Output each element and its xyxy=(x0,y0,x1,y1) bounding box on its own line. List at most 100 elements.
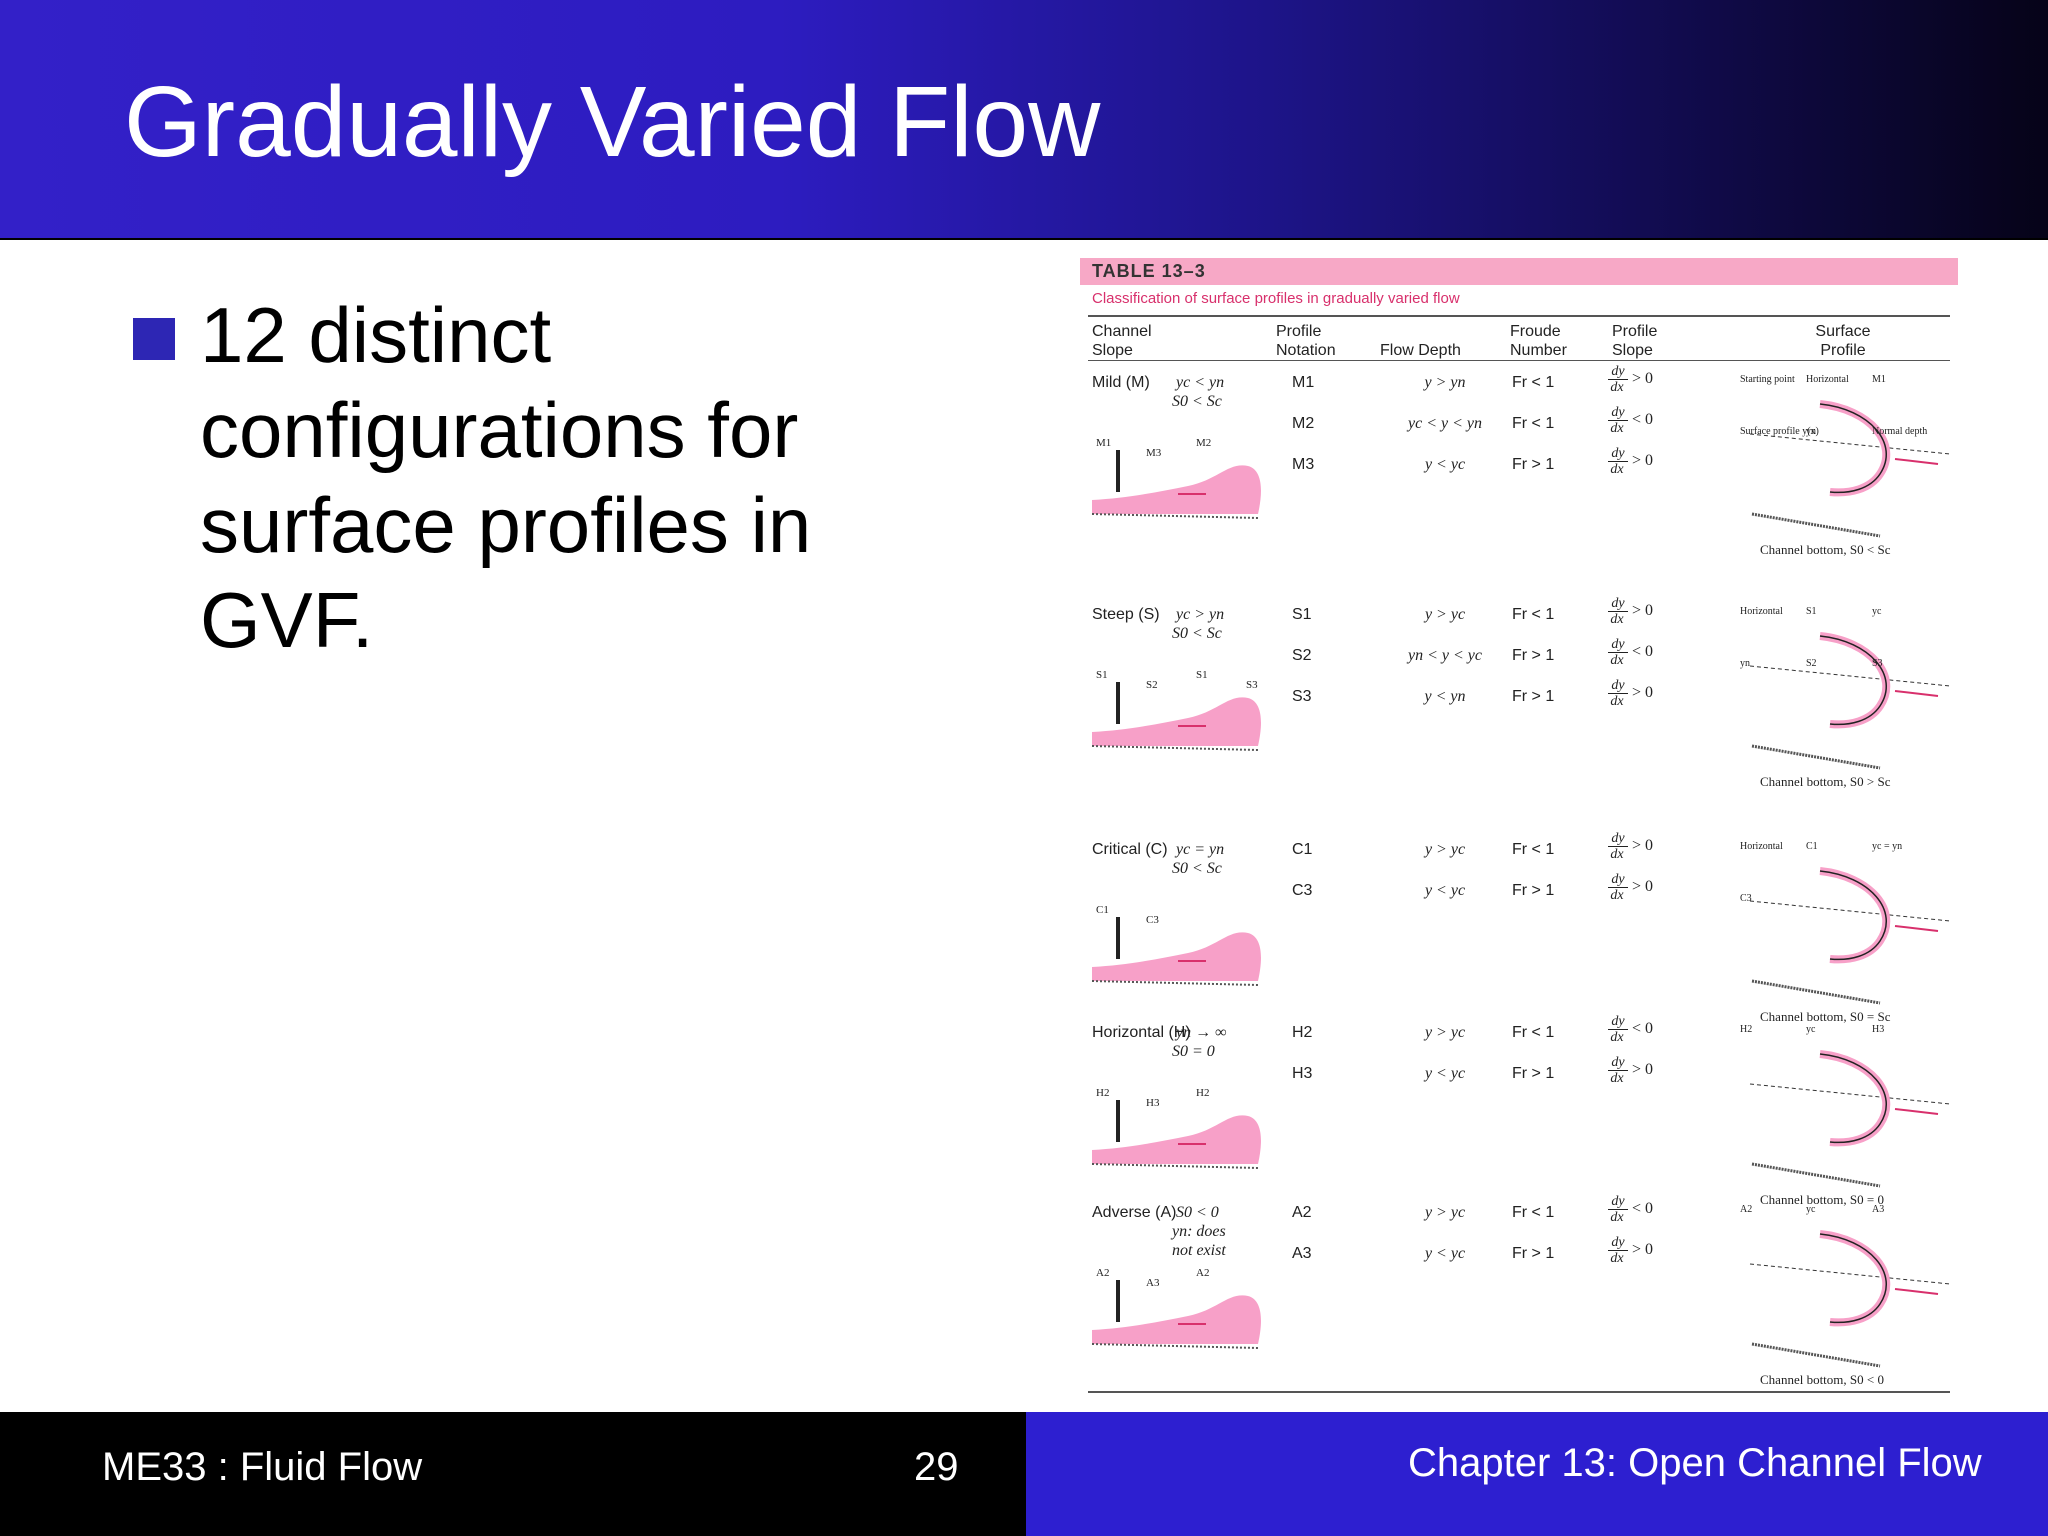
pink-flow-shape xyxy=(1092,694,1261,746)
profile-label: yc xyxy=(1806,1204,1816,1215)
flow-depth: y < yc xyxy=(1424,882,1466,899)
profile-label: yn xyxy=(1806,426,1816,437)
flow-depth: y < yc xyxy=(1424,456,1466,473)
froude-number: Fr < 1 xyxy=(1512,1204,1555,1221)
profile-notation: S2 xyxy=(1292,647,1312,664)
header-profile-notation: Profile Notation xyxy=(1276,323,1336,359)
flow-depth: y > yc xyxy=(1424,1204,1466,1221)
group-condition: S0 < Sc xyxy=(1172,393,1222,410)
channel-bottom xyxy=(1751,512,1881,538)
profile-label: Horizontal xyxy=(1740,606,1783,617)
slope-relation: < 0 xyxy=(1632,1020,1654,1037)
profile-slope: dy dx > 0 xyxy=(1608,1235,1668,1266)
slope-numerator: dy xyxy=(1608,596,1628,612)
header-froude-number: Froude Number xyxy=(1510,323,1567,359)
profile-slope: dy dx > 0 xyxy=(1608,872,1668,903)
header-surface-profile: Surface Profile xyxy=(1815,323,1871,359)
froude-number: Fr < 1 xyxy=(1512,1024,1555,1041)
slope-relation: > 0 xyxy=(1632,1241,1654,1258)
channel-sketch: H2 H3 H2 xyxy=(1091,1087,1261,1169)
profile-slope: dy dx < 0 xyxy=(1608,1194,1668,1225)
slope-relation: > 0 xyxy=(1632,452,1654,469)
bullet-square-icon xyxy=(133,318,175,360)
sketch-label: S1 xyxy=(1196,669,1208,681)
sketch-label: H2 xyxy=(1196,1087,1209,1099)
profile-label: C1 xyxy=(1806,841,1818,852)
header-channel-slope: Channel Slope xyxy=(1092,323,1152,359)
froude-number: Fr < 1 xyxy=(1512,415,1555,432)
sketch-label: A3 xyxy=(1146,1277,1160,1289)
table-bottom-rule xyxy=(1088,1391,1950,1393)
slope-numerator: dy xyxy=(1608,678,1628,694)
profile-slope: dy dx < 0 xyxy=(1608,1014,1668,1045)
slope-numerator: dy xyxy=(1608,1014,1628,1030)
slope-numerator: dy xyxy=(1608,1235,1628,1251)
depth-line xyxy=(1749,665,1951,687)
froude-number: Fr < 1 xyxy=(1512,374,1555,391)
slope-relation: > 0 xyxy=(1632,370,1654,387)
table-label-band: TABLE 13–3 xyxy=(1080,258,1958,285)
slope-denominator: dx xyxy=(1610,847,1624,862)
table-top-rule xyxy=(1088,315,1950,317)
footer-course: ME33 : Fluid Flow xyxy=(102,1445,423,1489)
profile-curve-outline xyxy=(1819,403,1887,494)
sketch-label: H3 xyxy=(1146,1097,1160,1109)
group-slope-label: Adverse (A) xyxy=(1092,1204,1177,1221)
footer-right-band xyxy=(1026,1412,2048,1536)
channel-bed xyxy=(1091,513,1259,519)
profile-slope: dy dx > 0 xyxy=(1608,831,1668,862)
flow-depth: y > yc xyxy=(1424,1024,1466,1041)
profile-label: Horizontal xyxy=(1740,841,1783,852)
flow-arrow xyxy=(1894,1288,1939,1295)
group-slope-label: Mild (M) xyxy=(1092,374,1150,391)
slope-numerator: dy xyxy=(1608,637,1628,653)
channel-sketch: A2 A3 A2 xyxy=(1091,1267,1261,1349)
slope-relation: < 0 xyxy=(1632,411,1654,428)
sketch-label: H2 xyxy=(1096,1087,1109,1099)
sketch-label: A2 xyxy=(1096,1267,1109,1279)
profile-label: C3 xyxy=(1740,893,1752,904)
profile-slope: dy dx > 0 xyxy=(1608,678,1668,709)
profile-slope: dy dx > 0 xyxy=(1608,364,1668,395)
group-slope-label: Horizontal (H) xyxy=(1092,1024,1191,1041)
group-slope-label: Critical (C) xyxy=(1092,841,1168,858)
depth-line xyxy=(1749,433,1951,455)
slope-relation: > 0 xyxy=(1632,602,1654,619)
flow-depth: y < yn xyxy=(1424,688,1466,705)
group-condition: yc > yn xyxy=(1176,606,1225,623)
froude-number: Fr < 1 xyxy=(1512,841,1555,858)
depth-line xyxy=(1749,900,1951,922)
slope-numerator: dy xyxy=(1608,446,1628,462)
slope-numerator: dy xyxy=(1608,831,1628,847)
profile-label: H2 xyxy=(1740,1024,1752,1035)
flow-arrow xyxy=(1894,690,1939,697)
profile-notation: C1 xyxy=(1292,841,1313,858)
channel-bottom-label: Channel bottom, S0 < Sc xyxy=(1760,542,1891,557)
gvf-classification-table: TABLE 13–3 Classification of surface pro… xyxy=(1080,256,1960,1396)
channel-bottom xyxy=(1751,1342,1881,1368)
sketch-label: A2 xyxy=(1196,1267,1209,1279)
group-slope-label: Steep (S) xyxy=(1092,606,1160,623)
flow-arrow xyxy=(1894,458,1939,465)
slope-numerator: dy xyxy=(1608,1194,1628,1210)
profile-notation: C3 xyxy=(1292,882,1313,899)
flow-depth: y > yn xyxy=(1424,374,1466,391)
slope-denominator: dx xyxy=(1610,421,1624,436)
profile-label: yc xyxy=(1806,1024,1816,1035)
channel-sketch: S1 S2 S1 S3 xyxy=(1091,669,1261,751)
channel-bottom-label: Channel bottom, S0 > Sc xyxy=(1760,774,1891,789)
profile-label: yc = yn xyxy=(1872,841,1902,852)
group-condition: S0 < Sc xyxy=(1172,625,1222,642)
footer-chapter: Chapter 13: Open Channel Flow xyxy=(1408,1441,1982,1485)
flow-depth: yc < y < yn xyxy=(1408,415,1482,432)
flow-depth: y > yc xyxy=(1424,841,1466,858)
slope-relation: > 0 xyxy=(1632,878,1654,895)
flow-depth: y < yc xyxy=(1424,1065,1466,1082)
slope-denominator: dx xyxy=(1610,653,1624,668)
slope-denominator: dx xyxy=(1610,1251,1624,1266)
depth-line xyxy=(1749,1083,1951,1105)
slope-relation: > 0 xyxy=(1632,837,1654,854)
flow-depth: y > yc xyxy=(1424,606,1466,623)
slope-denominator: dx xyxy=(1610,888,1624,903)
channel-bed xyxy=(1091,745,1259,751)
